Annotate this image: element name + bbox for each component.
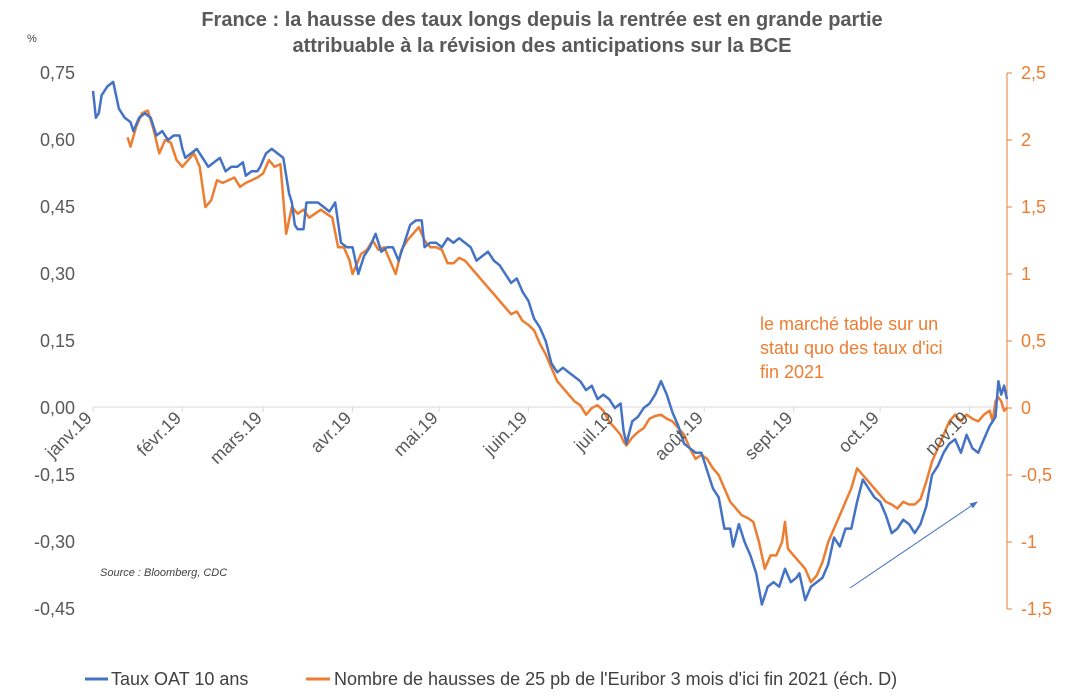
y-right-tick-label: 0 [1021,398,1031,418]
legend-label-euribor: Nombre de hausses de 25 pb de l'Euribor … [334,669,897,689]
y-right-tick-label: 1 [1021,264,1031,284]
x-tick-label: nov.19 [921,408,972,459]
x-tick-label: févr.19 [133,408,185,460]
legend: Taux OAT 10 ans Nombre de hausses de 25 … [85,669,897,689]
x-tick-label: sept.19 [741,408,797,464]
x-tick-label: juin.19 [479,408,531,460]
y-left-tick-label: 0,00 [40,398,75,418]
y-right-tick-label: 2 [1021,130,1031,150]
chart-title-line-2: attribuable à la révision des anticipati… [292,35,791,57]
y-left-tick-label: 0,75 [40,63,75,83]
annotation-line-2: statu quo des taux d'ici [760,338,943,358]
series-line-oat-10y [91,80,1009,606]
y-left-tick-label: 0,30 [40,264,75,284]
annotation-line-3: fin 2021 [760,362,824,382]
y-left-tick-label: 0,60 [40,130,75,150]
y-left-tick-label: -0,45 [34,599,75,619]
y-left-tick-label: -0,30 [34,532,75,552]
y-right-tick-label: 2,5 [1021,63,1046,83]
trend-arrow [849,501,978,589]
y-left-tick-label: -0,15 [34,465,75,485]
axes [92,72,1012,610]
series-layer [91,80,1009,606]
y-right-tick-label: 0,5 [1021,331,1046,351]
y-right-tick-label: 1,5 [1021,197,1046,217]
chart-title-line-1: France : la hausse des taux longs depuis… [201,9,882,31]
x-tick-label: avr.19 [307,408,356,457]
y-left-tick-label: 0,15 [40,331,75,351]
x-tick-label: mars.19 [206,408,266,468]
x-tick-label: oct.19 [834,408,883,457]
y-right-tick-label: -1 [1021,532,1037,552]
legend-label-oat: Taux OAT 10 ans [111,669,248,689]
y-left-tick-label: 0,45 [40,197,75,217]
annotation-line-1: le marché table sur un [760,314,938,334]
series-line-euribor-hikes [126,109,1008,584]
y-right-tick-label: -0,5 [1021,465,1052,485]
left-axis-unit: % [27,33,37,45]
y-right-tick-label: -1,5 [1021,599,1052,619]
x-tick-label: mai.19 [389,408,441,460]
source-note: Source : Bloomberg, CDC [100,567,227,579]
x-tick-label: juil.19 [570,408,618,456]
